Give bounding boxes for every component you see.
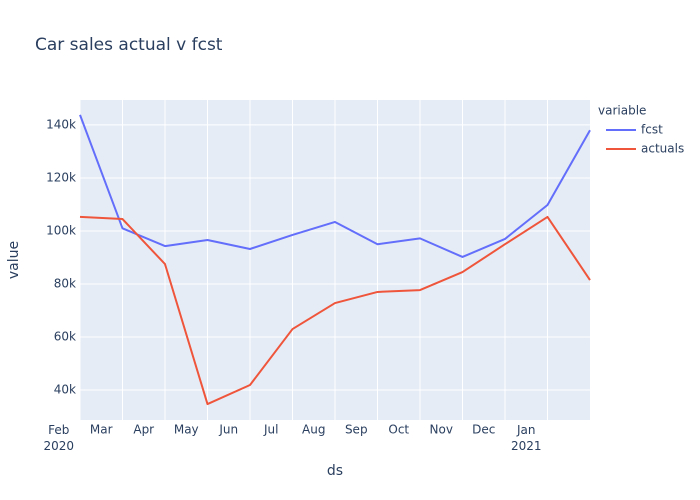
x-tick-label: Nov <box>430 423 453 437</box>
x-tick-label: Aug <box>302 423 325 437</box>
y-tick-label: 40k <box>54 383 76 397</box>
y-tick-label: 120k <box>46 170 76 184</box>
y-tick-label: 80k <box>54 276 76 290</box>
x-tick-label: Jul <box>263 423 278 437</box>
y-tick-label: 60k <box>54 330 76 344</box>
x-tick-label: Jun <box>218 423 238 437</box>
chart-title: Car sales actual v fcst <box>35 35 223 55</box>
y-tick-label: 100k <box>46 223 76 237</box>
y-axis-title: value <box>6 241 22 279</box>
x-tick-label: May <box>174 423 199 437</box>
x-axis-title: ds <box>327 463 343 479</box>
x-tick-label: Mar <box>90 423 113 437</box>
legend-label: actuals <box>641 142 684 156</box>
legend-title: variable <box>598 104 646 118</box>
x-tick-label: Apr <box>133 423 154 437</box>
x-tick-label: Dec <box>472 423 495 437</box>
line <box>79 114 591 258</box>
legend-label: fcst <box>641 123 663 137</box>
y-tick-label: 140k <box>46 117 76 131</box>
x-tick-label: Sep <box>345 423 368 437</box>
x-tick-label: Feb 2020 <box>43 423 74 453</box>
line <box>79 215 591 406</box>
x-tick-label: Oct <box>388 423 409 437</box>
x-tick-label: Jan 2021 <box>511 423 542 453</box>
